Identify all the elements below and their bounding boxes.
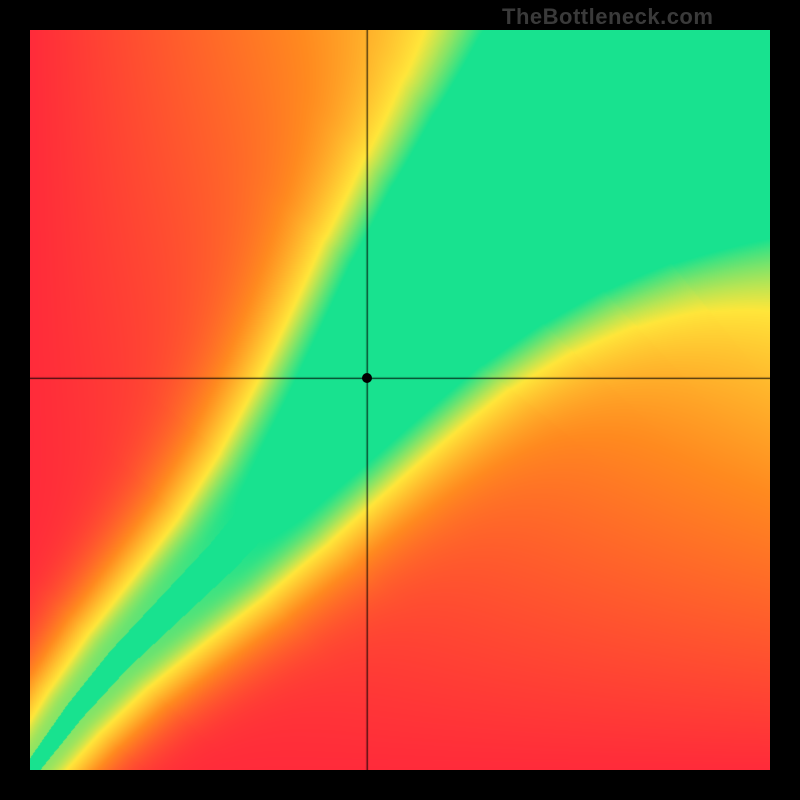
heatmap-canvas — [30, 30, 770, 770]
crosshair-marker — [362, 373, 372, 383]
watermark-label: TheBottleneck.com — [502, 4, 713, 29]
watermark-text: TheBottleneck.com — [502, 4, 713, 30]
